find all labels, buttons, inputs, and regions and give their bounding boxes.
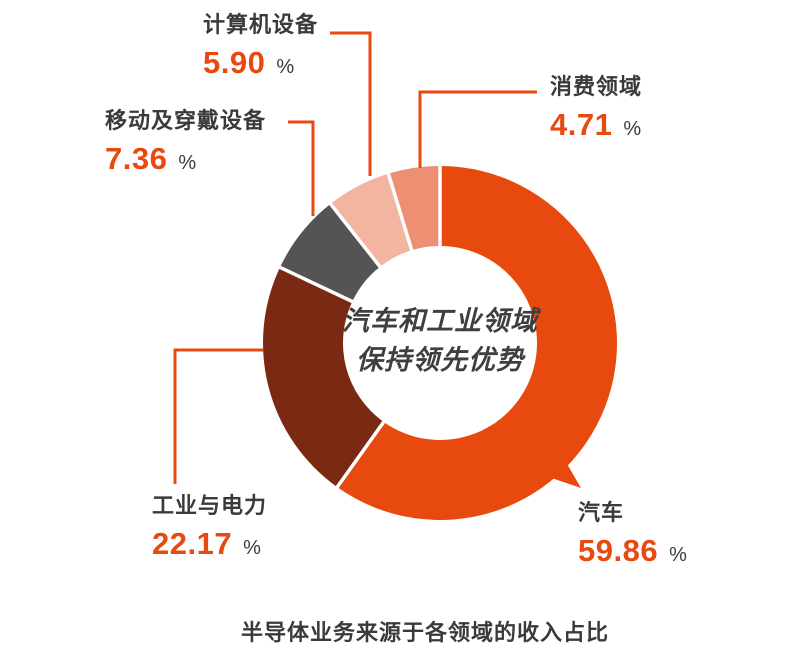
category-name: 移动及穿戴设备 xyxy=(105,108,267,133)
label-industrial-power: 工业与电力 22.17 % xyxy=(152,493,267,560)
category-name: 消费领域 xyxy=(550,74,643,99)
category-value: 4.71 xyxy=(550,107,613,142)
label-automotive: 汽车 59.86 % xyxy=(578,500,687,567)
category-name: 汽车 xyxy=(578,500,625,525)
center-text-line2: 保持领先优势 xyxy=(356,345,524,375)
slice-separator xyxy=(335,419,387,489)
percent-sign: % xyxy=(243,537,261,559)
leader-line-computer-equipment xyxy=(330,31,372,176)
leader-line-consumer xyxy=(418,90,537,168)
category-value: 22.17 xyxy=(152,526,233,561)
slice-separator xyxy=(386,172,414,253)
slice-separator xyxy=(278,265,355,304)
percent-sign: % xyxy=(669,544,687,566)
slice-mobile-wearable xyxy=(279,203,381,302)
label-computer-equipment: 计算机设备 5.90 % xyxy=(203,12,318,79)
donut-center-text: 汽车和工业领域 保持领先优势 xyxy=(290,302,590,380)
category-value: 7.36 xyxy=(105,141,168,176)
leader-line-industrial-power xyxy=(173,348,263,484)
label-mobile-wearable: 移动及穿戴设备 7.36 % xyxy=(105,108,266,175)
percent-sign: % xyxy=(178,152,197,174)
percent-sign: % xyxy=(623,118,642,140)
category-value: 59.86 xyxy=(578,533,659,568)
leader-lines xyxy=(173,31,537,484)
category-name: 计算机设备 xyxy=(203,12,319,37)
category-value: 5.90 xyxy=(203,45,266,80)
slice-separator xyxy=(328,202,383,270)
center-text-line1: 汽车和工业领域 xyxy=(342,306,538,336)
label-consumer: 消费领域 4.71 % xyxy=(550,74,642,141)
category-name: 工业与电力 xyxy=(152,493,268,518)
slice-computer-equipment xyxy=(330,173,412,267)
chart-caption: 半导体业务来源于各领域的收入占比 xyxy=(240,620,609,645)
slice-consumer xyxy=(388,166,440,251)
callout-tail xyxy=(531,438,581,488)
percent-sign: % xyxy=(276,56,295,78)
leader-line-mobile-wearable xyxy=(288,120,315,216)
